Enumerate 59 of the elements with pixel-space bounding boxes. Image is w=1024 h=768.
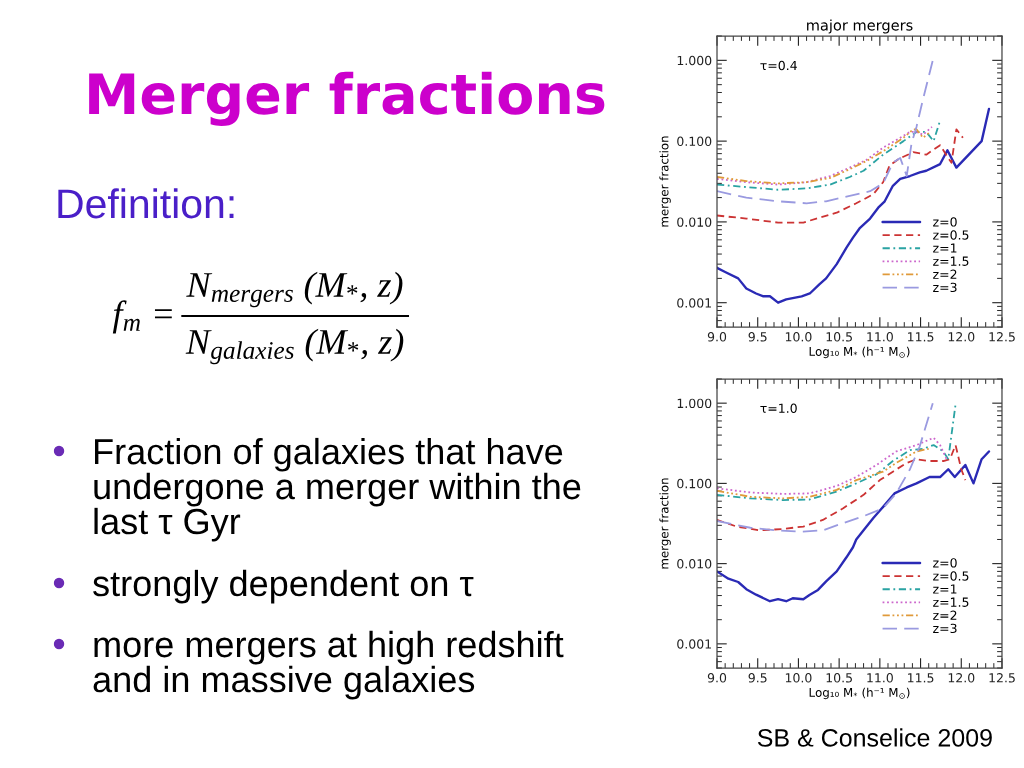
text: SB & Conselice 2009 — [757, 728, 992, 747]
x-tick-label: 9.0 — [707, 673, 727, 683]
line-series — [717, 59, 934, 205]
text: Fraction of galaxies that have undergone a merger within the last τ Gyr — [94, 437, 581, 542]
text: N$_{mergers}$ (M$_{*}$, z) — [186, 271, 403, 308]
x-tick-label: 12.0 — [948, 332, 975, 342]
x-tick-label: 9.0 — [707, 332, 727, 342]
x-tick-label: 9.5 — [748, 332, 767, 342]
text: strongly dependent on τ — [93, 569, 474, 604]
line-series — [717, 436, 948, 495]
text: N$_{galaxies}$ (M$_{*}$, z) — [185, 328, 404, 365]
x-tick-label: 10.5 — [826, 673, 852, 683]
x-tick-label: 12.0 — [948, 673, 975, 683]
legend-label: z=0 — [933, 217, 957, 227]
x-tick-label: 10.0 — [785, 332, 812, 342]
x-tick-label: 12.5 — [989, 332, 1015, 342]
x-axis-title: Log₁₀ M$_{*}$ (h⁻¹ M$_{⊙}$) — [809, 346, 910, 359]
x-tick-label: 10.0 — [785, 673, 812, 683]
text: Merger fractions — [89, 71, 605, 126]
line-series — [717, 447, 930, 500]
y-tick-label: 0.100 — [677, 478, 712, 489]
x-axis-title: Log₁₀ M$_{*}$ (h⁻¹ M$_{⊙}$) — [809, 687, 910, 700]
line-series — [717, 444, 967, 532]
text: f$_{m}$ = — [112, 300, 172, 334]
annotation: τ=0.4 — [760, 60, 797, 71]
x-tick-label: 11.5 — [908, 332, 934, 342]
legend-label: z=1 — [933, 243, 957, 253]
annotation: τ=1.0 — [760, 403, 797, 413]
text: Definition: — [58, 188, 234, 219]
text: more mergers at high redshift and in massive galaxies — [93, 630, 564, 700]
x-tick-label: 12.5 — [989, 673, 1015, 683]
legend-label: z=1.5 — [933, 256, 969, 266]
y-tick-label: 0.010 — [677, 559, 712, 569]
line-series — [717, 403, 957, 501]
line-series — [717, 107, 991, 304]
y-tick-label: 0.001 — [677, 639, 711, 649]
legend-label: z=3 — [933, 282, 957, 293]
legend-label: z=0.5 — [933, 571, 969, 581]
x-tick-label: 11.5 — [908, 673, 934, 683]
legend-label: z=1.5 — [933, 597, 969, 607]
y-tick-label: 1.000 — [677, 55, 712, 66]
x-tick-label: 11.0 — [867, 332, 893, 342]
y-tick-label: 1.000 — [677, 398, 712, 409]
x-tick-label: 10.5 — [826, 332, 852, 342]
y-tick-label: 0.100 — [677, 136, 712, 147]
chart-title: major mergers — [807, 19, 913, 34]
legend-label: z=1 — [933, 584, 957, 594]
legend-label: z=2 — [933, 269, 957, 279]
y-tick-label: 0.001 — [677, 298, 711, 308]
legend-label: z=0 — [933, 558, 957, 568]
y-tick-label: 0.010 — [677, 217, 712, 227]
y-axis-title: merger fraction — [659, 478, 671, 569]
x-tick-label: 11.0 — [867, 673, 893, 683]
legend-label: z=3 — [933, 623, 957, 634]
line-series — [717, 402, 934, 533]
x-tick-label: 9.5 — [748, 673, 767, 683]
y-axis-title: merger fraction — [659, 136, 671, 227]
legend-label: z=0.5 — [933, 230, 969, 240]
legend-label: z=2 — [933, 610, 957, 620]
